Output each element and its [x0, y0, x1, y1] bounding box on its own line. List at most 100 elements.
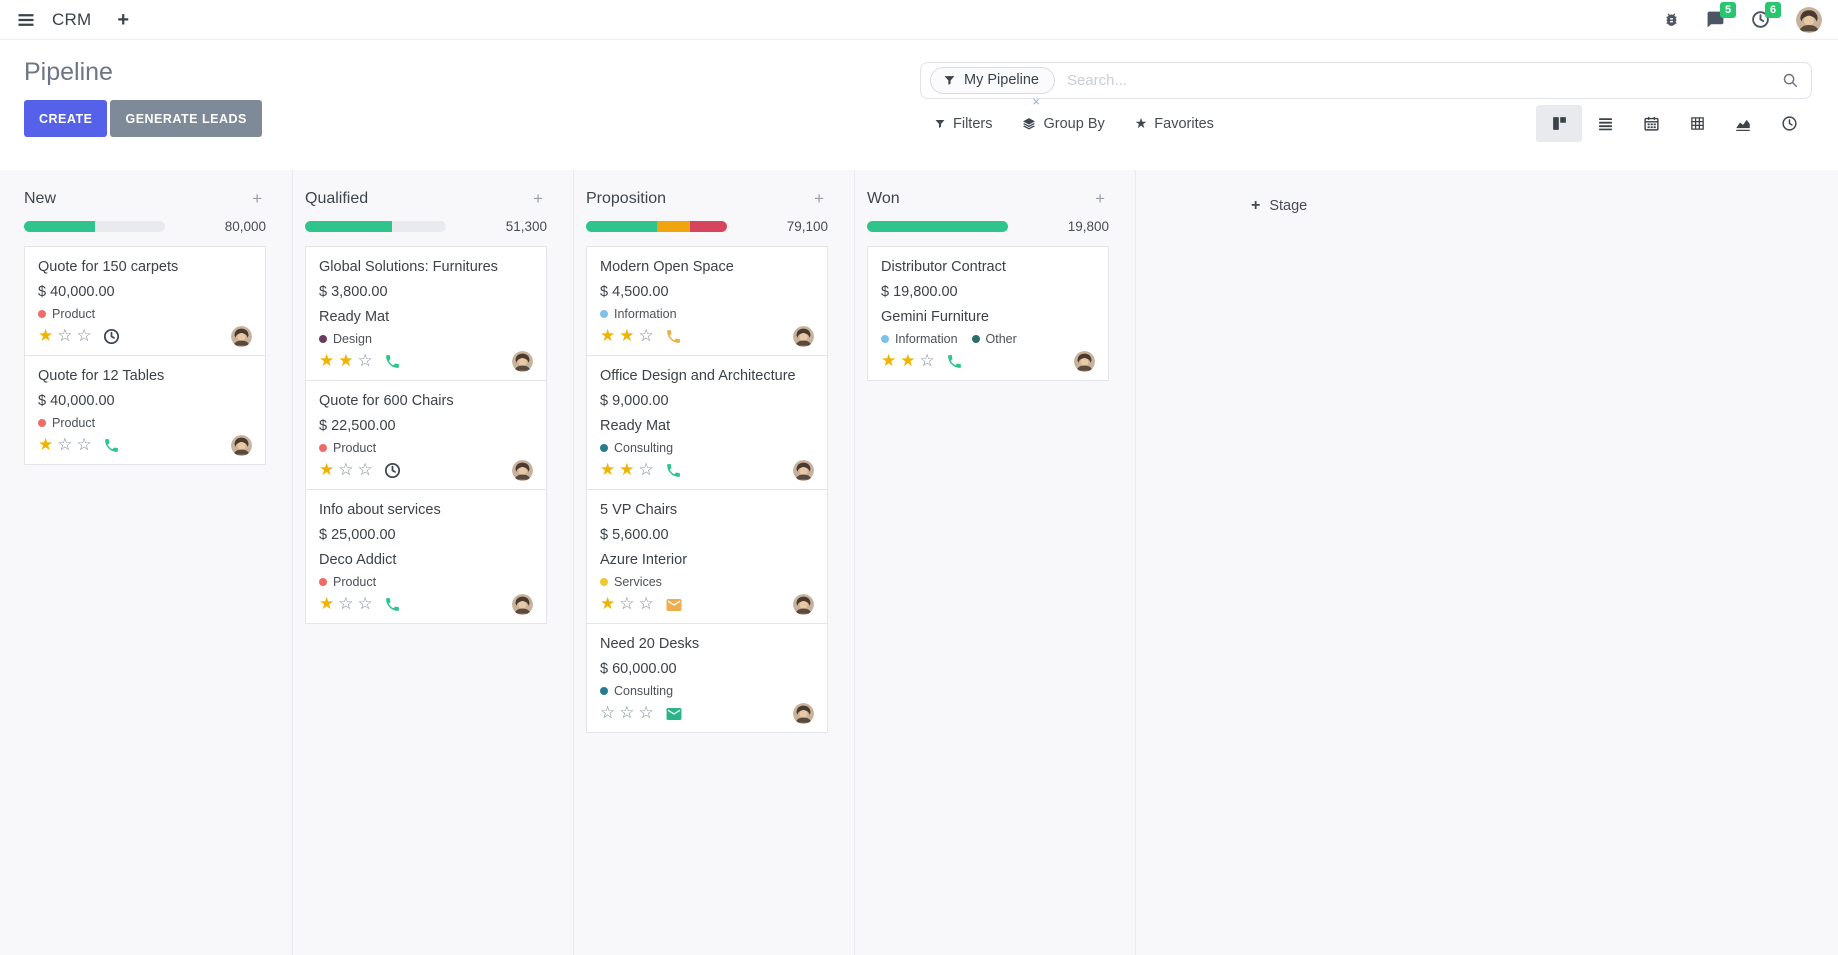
- card-avatar[interactable]: [1074, 351, 1095, 373]
- star-empty-icon[interactable]: ☆: [76, 325, 92, 346]
- calendar-view-button[interactable]: [1628, 105, 1674, 142]
- star-empty-icon[interactable]: ☆: [57, 325, 73, 346]
- star-empty-icon[interactable]: ☆: [57, 434, 73, 455]
- app-name[interactable]: CRM: [52, 9, 92, 29]
- add-record-icon[interactable]: +: [1095, 189, 1105, 208]
- favorites-menu[interactable]: ★ Favorites: [1135, 116, 1214, 132]
- add-record-icon[interactable]: +: [533, 189, 543, 208]
- clock-icon[interactable]: [384, 462, 401, 479]
- card-avatar[interactable]: [231, 435, 252, 457]
- star-filled-icon[interactable]: ★: [38, 434, 54, 455]
- kanban-card[interactable]: Global Solutions: Furnitures $ 3,800.00 …: [305, 246, 547, 382]
- kanban-card[interactable]: Quote for 600 Chairs $ 22,500.00 Product…: [305, 380, 547, 491]
- star-filled-icon[interactable]: ★: [38, 325, 54, 346]
- search-facet[interactable]: My Pipeline ×: [930, 67, 1055, 108]
- star-empty-icon[interactable]: ☆: [638, 702, 654, 723]
- phone-icon[interactable]: [665, 328, 682, 345]
- card-avatar[interactable]: [231, 326, 252, 348]
- column-progressbar[interactable]: [24, 221, 165, 232]
- phone-icon[interactable]: [665, 462, 682, 479]
- column-title[interactable]: Proposition: [586, 190, 667, 207]
- star-filled-icon[interactable]: ★: [600, 593, 616, 614]
- envelope-icon[interactable]: [665, 705, 683, 723]
- star-filled-icon[interactable]: ★: [600, 325, 616, 346]
- search-input[interactable]: [1064, 71, 1782, 90]
- add-stage-button[interactable]: + Stage: [1251, 197, 1307, 215]
- facet-remove-icon[interactable]: ×: [1032, 94, 1040, 109]
- column-title[interactable]: Won: [867, 190, 900, 207]
- star-filled-icon[interactable]: ★: [619, 459, 635, 480]
- column-progressbar[interactable]: [305, 221, 446, 232]
- star-empty-icon[interactable]: ☆: [638, 459, 654, 480]
- star-empty-icon[interactable]: ☆: [619, 593, 635, 614]
- progress-segment[interactable]: [690, 221, 727, 232]
- star-empty-icon[interactable]: ☆: [600, 702, 616, 723]
- card-avatar[interactable]: [793, 703, 814, 725]
- star-filled-icon[interactable]: ★: [319, 350, 335, 371]
- star-filled-icon[interactable]: ★: [319, 459, 335, 480]
- kanban-card[interactable]: Need 20 Desks $ 60,000.00 Consulting ☆ ☆ ☆: [586, 623, 828, 734]
- card-avatar[interactable]: [793, 460, 814, 482]
- star-empty-icon[interactable]: ☆: [638, 325, 654, 346]
- activities-button[interactable]: 6: [1751, 2, 1782, 29]
- menu-apps-icon[interactable]: [16, 10, 36, 30]
- envelope-icon[interactable]: [665, 596, 683, 614]
- list-view-button[interactable]: [1582, 105, 1628, 142]
- pivot-view-button[interactable]: [1674, 105, 1720, 142]
- generate-leads-button[interactable]: GENERATE LEADS: [110, 100, 262, 137]
- kanban-card[interactable]: 5 VP Chairs $ 5,600.00 Azure Interior Se…: [586, 489, 828, 625]
- search-bar[interactable]: My Pipeline ×: [920, 62, 1812, 108]
- user-avatar[interactable]: [1796, 6, 1822, 33]
- progress-segment[interactable]: [305, 221, 393, 232]
- star-empty-icon[interactable]: ☆: [638, 593, 654, 614]
- clock-icon[interactable]: [103, 328, 120, 345]
- kanban-card[interactable]: Distributor Contract $ 19,800.00 Gemini …: [867, 246, 1109, 382]
- filters-menu[interactable]: Filters: [934, 116, 992, 132]
- search-icon[interactable]: [1782, 72, 1799, 89]
- star-empty-icon[interactable]: ☆: [357, 593, 373, 614]
- star-filled-icon[interactable]: ★: [338, 350, 354, 371]
- progress-segment[interactable]: [656, 221, 691, 232]
- card-avatar[interactable]: [793, 326, 814, 348]
- graph-view-button[interactable]: [1720, 105, 1766, 142]
- kanban-card[interactable]: Info about services $ 25,000.00 Deco Add…: [305, 489, 547, 625]
- group-by-menu[interactable]: Group By: [1022, 116, 1105, 132]
- star-empty-icon[interactable]: ☆: [76, 434, 92, 455]
- star-filled-icon[interactable]: ★: [619, 325, 635, 346]
- star-empty-icon[interactable]: ☆: [619, 702, 635, 723]
- star-empty-icon[interactable]: ☆: [357, 350, 373, 371]
- progress-segment[interactable]: [24, 221, 95, 232]
- star-filled-icon[interactable]: ★: [881, 350, 897, 371]
- column-title[interactable]: Qualified: [305, 190, 369, 207]
- card-avatar[interactable]: [512, 460, 533, 482]
- column-progressbar[interactable]: [586, 221, 727, 232]
- debug-bug-icon[interactable]: [1663, 11, 1680, 28]
- progress-segment[interactable]: [867, 221, 1008, 232]
- kanban-card[interactable]: Quote for 12 Tables $ 40,000.00 Product …: [24, 355, 266, 466]
- star-empty-icon[interactable]: ☆: [919, 350, 935, 371]
- create-button[interactable]: CREATE: [24, 100, 108, 137]
- kanban-card[interactable]: Office Design and Architecture $ 9,000.0…: [586, 355, 828, 491]
- kanban-card[interactable]: Quote for 150 carpets $ 40,000.00 Produc…: [24, 246, 266, 357]
- messages-button[interactable]: 5: [1706, 2, 1737, 29]
- progress-segment[interactable]: [586, 221, 657, 232]
- add-record-icon[interactable]: +: [814, 189, 824, 208]
- star-empty-icon[interactable]: ☆: [357, 459, 373, 480]
- star-filled-icon[interactable]: ★: [900, 350, 916, 371]
- star-empty-icon[interactable]: ☆: [338, 593, 354, 614]
- phone-icon[interactable]: [103, 437, 120, 454]
- kanban-card[interactable]: Modern Open Space $ 4,500.00 Information…: [586, 246, 828, 357]
- column-progressbar[interactable]: [867, 221, 1008, 232]
- star-empty-icon[interactable]: ☆: [338, 459, 354, 480]
- column-title[interactable]: New: [24, 190, 57, 207]
- card-avatar[interactable]: [793, 594, 814, 616]
- card-avatar[interactable]: [512, 594, 533, 616]
- star-filled-icon[interactable]: ★: [319, 593, 335, 614]
- add-app-icon[interactable]: +: [117, 8, 130, 31]
- phone-icon[interactable]: [384, 353, 401, 370]
- add-record-icon[interactable]: +: [252, 189, 262, 208]
- phone-icon[interactable]: [946, 353, 963, 370]
- phone-icon[interactable]: [384, 596, 401, 613]
- star-filled-icon[interactable]: ★: [600, 459, 616, 480]
- card-avatar[interactable]: [512, 351, 533, 373]
